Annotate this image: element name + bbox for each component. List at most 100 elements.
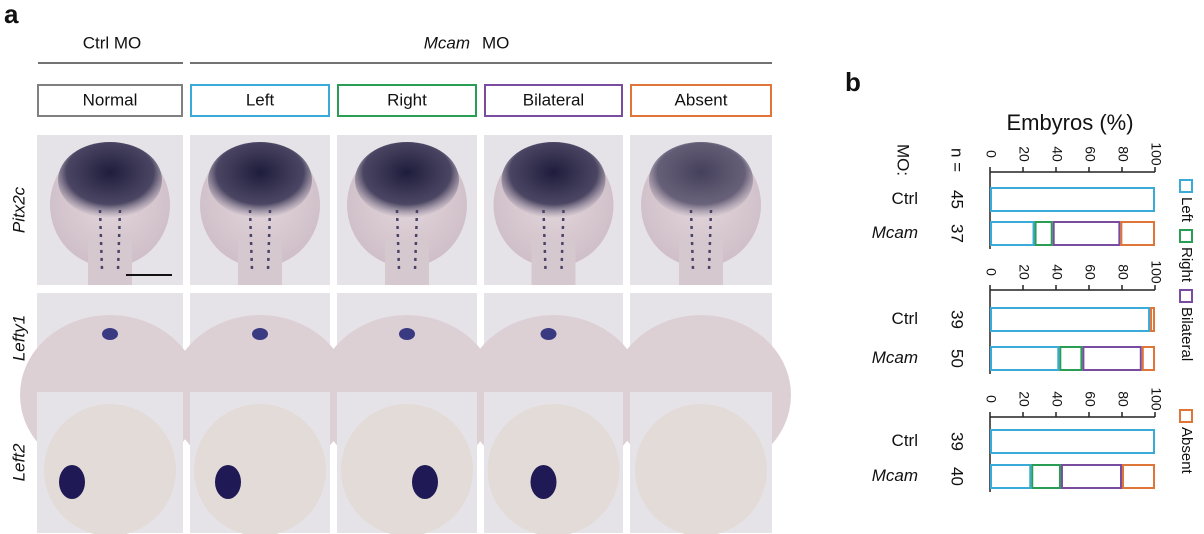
legend-swatch <box>1179 409 1193 423</box>
stain <box>58 142 162 218</box>
category-label: Mcam <box>872 466 918 485</box>
x-tick-label: 100 <box>1148 387 1164 411</box>
embryo <box>341 404 473 534</box>
embryo <box>635 404 767 534</box>
bar-segment <box>1122 464 1155 489</box>
embryo-tail <box>531 240 576 285</box>
stain-dots <box>413 209 419 271</box>
x-tick-label: 60 <box>1082 391 1098 407</box>
group-label: MO <box>482 33 509 52</box>
embryo-tail <box>88 240 132 285</box>
embryo <box>44 404 176 534</box>
stain-dots <box>116 209 122 271</box>
panel-label: a <box>4 0 19 29</box>
stain-dots <box>560 209 565 271</box>
column-label: Left <box>246 90 275 109</box>
stain <box>215 465 241 499</box>
x-tick-label: 0 <box>983 395 999 403</box>
n-label: 39 <box>948 432 967 451</box>
column-box <box>484 84 623 117</box>
bar-segment <box>1059 346 1083 371</box>
embryo <box>194 404 326 534</box>
stain-dots <box>395 209 401 271</box>
x-tick-label: 100 <box>1148 260 1164 284</box>
column-box <box>337 84 477 117</box>
column-box <box>190 84 330 117</box>
stain-dots <box>248 209 254 271</box>
legend-swatch <box>1179 229 1193 243</box>
bar-segment <box>990 307 1151 332</box>
stain <box>501 142 606 218</box>
embryo-tail <box>679 240 723 285</box>
bar-segment <box>1060 464 1122 489</box>
axis-title: Embyros (%) <box>1006 110 1133 135</box>
x-tick-label: 20 <box>1016 264 1032 280</box>
bar-segment <box>1052 221 1121 246</box>
bar-segment <box>990 429 1155 454</box>
stain-dots <box>542 209 547 271</box>
legend: Left Right Bilateral Absent <box>1178 179 1195 475</box>
category-label: Ctrl <box>892 189 918 208</box>
n-label: 40 <box>948 467 967 486</box>
embryo-tail <box>385 240 429 285</box>
stain-dots <box>689 209 695 271</box>
x-tick-label: 20 <box>1016 146 1032 162</box>
x-tick-label: 0 <box>983 268 999 276</box>
group-label: Mcam <box>424 33 470 52</box>
x-tick-label: 80 <box>1115 391 1131 407</box>
x-tick-label: 0 <box>983 150 999 158</box>
stain <box>540 328 557 340</box>
category-label: Ctrl <box>892 431 918 450</box>
column-box <box>37 84 183 117</box>
bar-segment <box>1034 221 1053 246</box>
bar-segment <box>1120 221 1155 246</box>
stain <box>252 328 268 340</box>
legend-label: Absent <box>1178 427 1195 475</box>
bar-segment <box>990 464 1032 489</box>
embryo-tail <box>238 240 282 285</box>
stain <box>208 142 312 218</box>
x-tick-label: 20 <box>1016 391 1032 407</box>
n-label: 39 <box>948 310 967 329</box>
stain <box>59 465 85 499</box>
column-box <box>630 84 772 117</box>
column-label: Normal <box>83 90 138 109</box>
x-tick-label: 80 <box>1115 264 1131 280</box>
row-label: Left2 <box>9 443 28 481</box>
stain <box>102 328 118 340</box>
row-label: Lefty1 <box>9 315 28 361</box>
stain <box>412 465 438 499</box>
column-label: Right <box>387 90 427 109</box>
n-label: 50 <box>948 349 967 368</box>
n-label: 37 <box>948 224 967 243</box>
stain <box>355 142 459 218</box>
x-tick-label: 60 <box>1082 264 1098 280</box>
bar-segment <box>1150 307 1156 332</box>
panel-label: b <box>845 67 861 97</box>
embryo <box>487 404 620 534</box>
bar-segment <box>990 221 1035 246</box>
stain-dots <box>98 209 104 271</box>
legend-swatch <box>1179 179 1193 193</box>
bar-segment <box>990 187 1155 212</box>
category-label: Ctrl <box>892 309 918 328</box>
x-tick-label: 80 <box>1115 146 1131 162</box>
x-tick-label: 40 <box>1049 264 1065 280</box>
column-header: n = <box>948 148 967 172</box>
legend-swatch <box>1179 289 1193 303</box>
legend-label: Bilateral <box>1178 307 1195 361</box>
stain-dots <box>266 209 272 271</box>
column-label: Bilateral <box>523 90 584 109</box>
stain <box>530 465 557 499</box>
stain-dots <box>707 209 713 271</box>
row-label: Pitx2c <box>9 186 28 233</box>
x-tick-label: 40 <box>1049 391 1065 407</box>
bar-segment <box>1141 346 1156 371</box>
bar-segment <box>1082 346 1142 371</box>
column-label: Absent <box>675 90 728 109</box>
x-tick-label: 100 <box>1148 142 1164 166</box>
category-label: Mcam <box>872 223 918 242</box>
category-label: Mcam <box>872 348 918 367</box>
column-header: MO: <box>894 144 913 176</box>
